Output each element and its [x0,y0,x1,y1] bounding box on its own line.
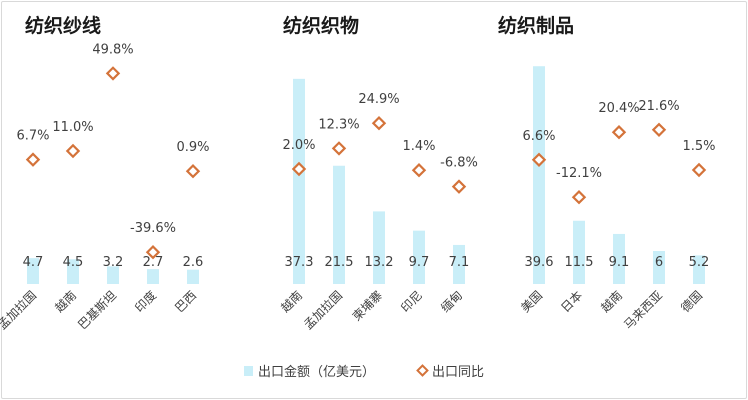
yoy-marker [371,115,387,131]
yoy-label: 24.9% [358,92,399,107]
panel-title: 纺织纱线 [25,14,101,37]
bar [147,269,159,284]
bar [293,78,305,284]
yoy-marker [145,244,161,260]
bar [653,251,665,284]
category-label: 柬埔寨 [349,288,385,324]
yoy-marker [65,143,81,159]
legend-label-amount: 出口金额（亿美元） [258,364,375,380]
value-label: 6 [655,255,663,270]
category-label: 印尼 [398,288,425,315]
yoy-marker [411,162,427,178]
value-label: 9.7 [409,255,430,270]
yoy-marker [611,124,627,140]
category-label: 印度 [132,288,160,316]
yoy-label: 20.4% [598,101,639,116]
bar [107,266,119,284]
panel-title: 纺织制品 [498,14,574,37]
value-label: 2.6 [183,255,204,270]
category-label: 孟加拉国 [301,288,346,333]
panel-2: 纺织织物 37.3 2.0% 越南 21.5 12.3% 孟加拉国 13.2 24.9% 柬埔寨 9… [278,14,478,332]
yoy-marker [291,161,307,177]
yoy-marker [105,66,121,81]
value-label: 13.2 [365,255,394,270]
value-label: 11.5 [565,255,594,270]
yoy-label: 6.6% [522,129,555,144]
yoy-marker [331,141,347,156]
value-label: 4.7 [23,255,44,270]
yoy-marker [691,162,707,178]
value-label: 5.2 [689,255,710,270]
legend-label-yoy: 出口同比 [432,365,484,380]
category-label: 巴西 [172,288,199,315]
legend-swatch-yoy [416,364,429,377]
panel-1: 纺织纱线 4.7 6.7% 孟加拉国 4.5 11.0% 越南 3.2 49.8% 巴基斯坦 2.7… [0,14,210,332]
yoy-marker [651,122,667,138]
value-label: 21.5 [325,255,354,270]
category-label: 孟加拉国 [0,288,39,333]
yoy-label: 12.3% [318,117,359,132]
value-label: 37.3 [285,255,314,270]
yoy-label: -12.1% [556,166,602,181]
value-label: 7.1 [449,255,470,270]
yoy-marker [185,163,201,179]
value-label: 2.7 [143,255,164,270]
bar [67,259,79,284]
value-label: 3.2 [103,255,124,270]
value-label: 39.6 [525,255,554,270]
category-label: 巴基斯坦 [75,288,119,332]
bar [613,233,625,284]
value-label: 4.5 [63,255,84,270]
bar [453,244,465,284]
category-label: 越南 [278,288,306,316]
yoy-label: 11.0% [52,120,93,135]
category-label: 德国 [678,288,706,316]
yoy-label: -39.6% [130,221,176,236]
bar [373,211,385,284]
yoy-label: 1.5% [682,139,715,154]
legend-swatch-amount [244,366,253,376]
category-label: 缅甸 [438,288,465,315]
yoy-marker [451,179,467,194]
yoy-label: 21.6% [638,99,679,114]
bar [573,220,585,284]
category-label: 日本 [558,288,585,315]
panel-3: 纺织制品 39.6 6.6% 美国 11.5 -12.1% 日本 9.1 20.4% 越南 6 21.… [498,14,716,332]
yoy-label: 6.7% [16,129,49,144]
yoy-label: 1.4% [402,139,435,154]
yoy-label: 49.8% [92,42,133,57]
category-label: 美国 [518,288,545,315]
legend: 出口金额（亿美元） 出口同比 [244,364,484,380]
yoy-marker [571,189,587,205]
category-label: 越南 [598,288,626,316]
yoy-label: 0.9% [176,140,209,155]
bar [413,230,425,284]
yoy-marker [25,152,41,167]
bar [333,165,345,284]
category-label: 越南 [52,288,80,316]
yoy-label: -6.8% [440,156,478,171]
bar [27,258,39,284]
bar [693,255,705,284]
value-label: 9.1 [609,255,630,270]
bar [187,269,199,284]
panel-title: 纺织织物 [283,14,359,37]
yoy-label: 2.0% [282,138,315,153]
bar [533,66,545,284]
yoy-marker [531,152,547,168]
category-label: 马来西亚 [621,288,665,332]
